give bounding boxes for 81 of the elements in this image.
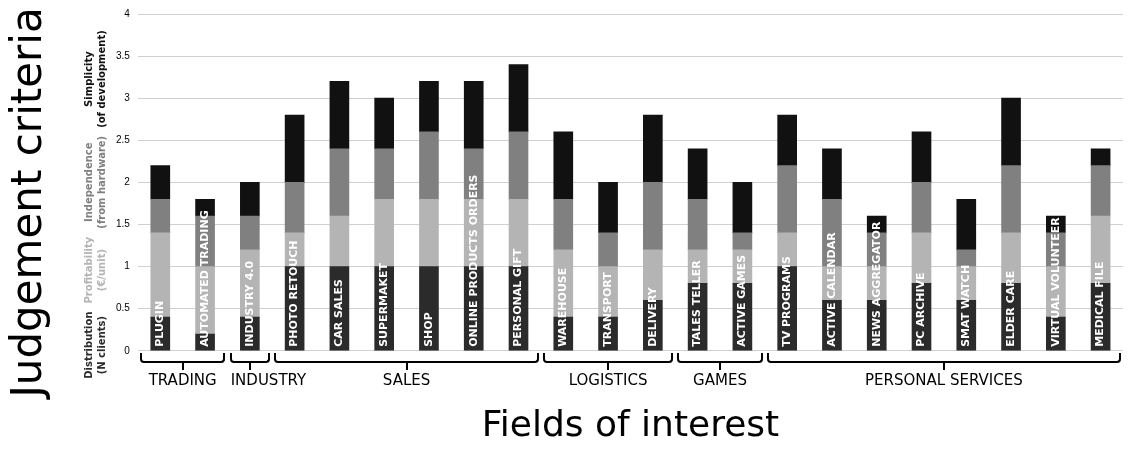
x-tick-label: PC ARCHIVE	[914, 272, 928, 347]
bar	[329, 215, 350, 267]
bar	[419, 81, 439, 133]
bar	[1001, 97, 1021, 166]
x-tick-label: MEDICAL FILE	[1093, 261, 1107, 347]
y-tick-label: 2	[124, 176, 131, 188]
x-tick-label: VIRTUAL VOLUNTEER	[1048, 216, 1062, 347]
text: LOGISTICS	[568, 370, 648, 389]
bar	[687, 198, 708, 251]
x-tick-label: SUPERMAKET	[377, 262, 391, 347]
bar	[374, 97, 395, 150]
bar	[508, 131, 529, 200]
bar	[643, 114, 663, 183]
bar	[1090, 165, 1111, 217]
bar	[284, 114, 305, 183]
bar	[956, 249, 977, 267]
y-axis-title: Judgement criteria	[1, 7, 51, 401]
bar	[598, 232, 618, 267]
text: PERSONAL SERVICES	[865, 370, 1023, 389]
bar	[150, 165, 171, 200]
text: GAMES	[693, 370, 747, 389]
x-tick-label: PERSONAL GIFT	[511, 248, 525, 347]
bar	[419, 198, 439, 267]
y-tick-label: 3	[124, 91, 131, 103]
bar	[822, 148, 842, 200]
x-tick-label: TRANSPORT	[600, 271, 614, 347]
bar	[643, 182, 663, 251]
text: SALES	[382, 370, 431, 389]
y-tick-label: 0	[124, 344, 131, 356]
bar	[911, 131, 932, 183]
x-tick-label: ELDER CARE	[1003, 270, 1017, 347]
x-tick-label: AUTOMATED TRADING	[197, 210, 211, 347]
x-tick-label: TV PROGRAMS	[780, 256, 794, 347]
x-tick-label: WAREHOUSE	[556, 267, 570, 347]
y-tick-label: 1	[124, 260, 131, 272]
x-tick-label: SMAT WATCH	[959, 264, 973, 347]
y-tick-label: 3.5	[116, 49, 131, 61]
x-tick-label: SHOP	[421, 312, 435, 347]
text: Simplicity (of development)	[83, 30, 108, 128]
bar	[329, 81, 350, 150]
bar	[463, 81, 484, 150]
x-tick-label: ONLINE PRODUCTS ORDERS	[466, 174, 480, 347]
x-tick-label: ACTIVE GAMES	[735, 254, 749, 347]
bar	[911, 182, 932, 234]
bar	[777, 165, 797, 234]
x-tick-label: PHOTO RETOUCH	[287, 240, 301, 347]
x-tick-label: INDUSTRY 4.0	[242, 260, 256, 347]
bar	[240, 215, 260, 251]
bar	[777, 114, 797, 166]
x-tick-label: NEWS AGGREGATOR	[869, 221, 883, 347]
x-axis-title: Fields of interest	[481, 402, 780, 444]
x-tick-label: PLUGIN	[153, 300, 167, 347]
bar	[598, 182, 618, 234]
y-tick-label: 1.5	[116, 218, 131, 230]
bar	[329, 148, 350, 217]
bar	[150, 198, 171, 234]
bar	[508, 64, 529, 133]
bar	[284, 182, 305, 234]
bar	[956, 198, 977, 251]
y-tick-label: 2.5	[116, 134, 131, 146]
x-tick-label: TALES TELLER	[690, 259, 704, 347]
x-tick-label: ACTIVE CALENDAR	[824, 231, 838, 347]
text: TRADING	[148, 370, 217, 389]
bar	[732, 182, 753, 234]
x-tick-label: DELIVERY	[645, 286, 659, 347]
y-tick-label: 0.5	[116, 302, 131, 314]
bar	[1001, 165, 1021, 234]
text: Profitability (€/unit)	[83, 236, 108, 304]
text: Independence (from hardware)	[83, 135, 108, 229]
bar	[419, 131, 439, 200]
bar	[553, 131, 574, 200]
bar	[687, 148, 708, 200]
bar	[1090, 148, 1111, 166]
bar	[374, 148, 395, 200]
bar	[419, 266, 439, 351]
text: Distribution (N clients)	[83, 311, 108, 379]
text: INDUSTRY	[230, 370, 307, 389]
x-tick-label: CAR SALES	[332, 278, 346, 347]
y-tick-label: 4	[124, 7, 131, 19]
bar	[553, 198, 574, 251]
bar	[240, 182, 260, 217]
